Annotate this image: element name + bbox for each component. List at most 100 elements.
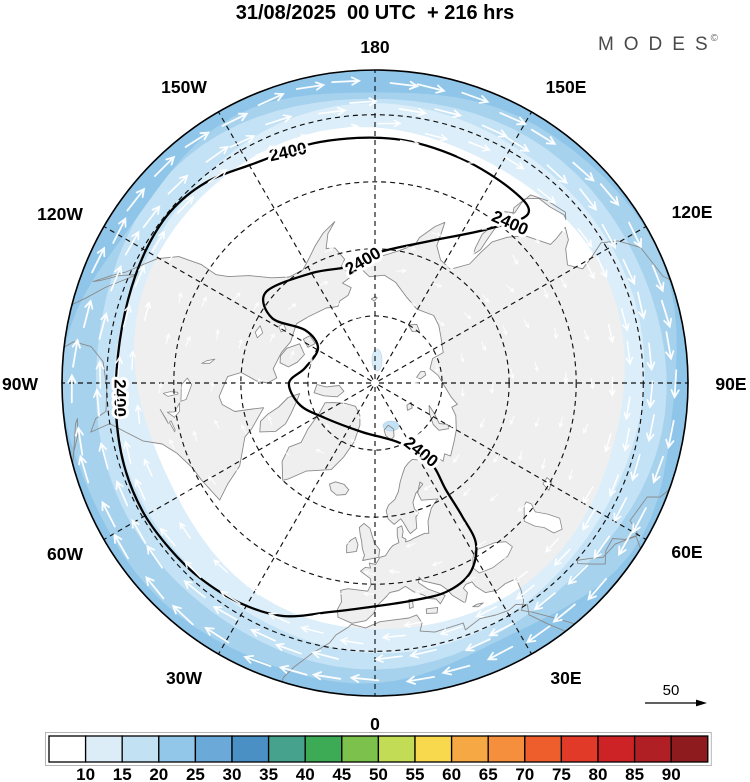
meridian-line-240 bbox=[103, 226, 372, 382]
weak-wind-arrow bbox=[533, 233, 540, 245]
landmass-severnaya bbox=[416, 371, 426, 379]
weak-wind-arrow bbox=[400, 403, 407, 412]
wind-arrow bbox=[110, 264, 123, 292]
wind-arrow bbox=[601, 223, 616, 250]
wind-arrow bbox=[499, 112, 527, 126]
weak-wind-arrow bbox=[234, 379, 240, 391]
landmass-baffin bbox=[259, 393, 300, 432]
weak-wind-arrow bbox=[372, 291, 382, 296]
weak-wind-arrow bbox=[476, 224, 488, 230]
wind-arrow bbox=[123, 440, 132, 465]
coastline-greenland bbox=[281, 402, 361, 481]
coastline-crete bbox=[472, 602, 484, 608]
wind-arrow bbox=[207, 168, 228, 184]
wind-arrow bbox=[113, 533, 129, 560]
wind-arrow bbox=[83, 299, 94, 328]
wind-arrow bbox=[628, 221, 642, 249]
colorbar-cell bbox=[450, 735, 489, 763]
wind-arrow bbox=[512, 570, 528, 584]
wind-arrow bbox=[196, 203, 211, 219]
lon-label-30W: 30W bbox=[166, 668, 202, 688]
wind-arrow bbox=[464, 638, 491, 652]
weak-wind-arrow bbox=[495, 203, 505, 212]
weak-wind-arrow bbox=[431, 232, 442, 237]
weak-wind-arrow bbox=[405, 542, 416, 548]
wind-arrow bbox=[171, 604, 194, 626]
weak-wind-arrow bbox=[358, 416, 368, 421]
coastline-eurasia bbox=[337, 221, 688, 629]
weak-wind-arrow bbox=[214, 419, 220, 430]
weak-wind-arrow bbox=[423, 484, 433, 491]
wind-arrow bbox=[625, 341, 634, 366]
weak-wind-arrow bbox=[460, 387, 465, 398]
wind-arrow bbox=[439, 625, 463, 636]
weak-wind-arrow bbox=[456, 522, 466, 530]
coastline-wrangel bbox=[370, 296, 378, 302]
coastline-great-britain bbox=[358, 522, 381, 561]
colorbar-frame bbox=[45, 732, 712, 766]
colorbar-cell bbox=[84, 735, 123, 763]
wind-arrow bbox=[577, 228, 593, 248]
weak-wind-arrow bbox=[432, 282, 443, 288]
weak-wind-arrow bbox=[269, 541, 279, 550]
weak-wind-arrow bbox=[309, 176, 321, 182]
coastline-severnaya bbox=[416, 371, 427, 380]
coastline-svalbard bbox=[383, 424, 395, 441]
interior-wind-arrows bbox=[158, 165, 595, 597]
weak-wind-arrow bbox=[414, 377, 419, 387]
weak-wind-arrow bbox=[241, 424, 247, 434]
wind-arrow bbox=[424, 132, 449, 142]
weak-wind-arrow bbox=[289, 350, 295, 360]
lake-lake-erie bbox=[159, 409, 169, 424]
wind-arrow bbox=[403, 621, 424, 628]
wind-arrow bbox=[134, 264, 146, 288]
colorbar-tick-label: 90 bbox=[662, 765, 681, 782]
weak-wind-arrow bbox=[236, 468, 243, 479]
weak-wind-arrow bbox=[411, 166, 422, 173]
wind-arrow bbox=[335, 123, 360, 132]
wind-arrow bbox=[142, 205, 161, 229]
contour-label: 2400 bbox=[111, 379, 130, 417]
wind-arrow bbox=[115, 355, 123, 380]
wind-arrow bbox=[274, 642, 302, 655]
weak-wind-arrow bbox=[266, 195, 278, 201]
weak-wind-arrow bbox=[349, 438, 359, 444]
weak-wind-arrow bbox=[448, 422, 454, 432]
wind-arrow bbox=[544, 538, 560, 553]
weak-wind-arrow bbox=[235, 506, 243, 517]
coastline-sicily bbox=[425, 606, 439, 614]
colorbar-cell bbox=[633, 735, 672, 763]
wind-arrow bbox=[553, 548, 571, 567]
weak-wind-arrow bbox=[309, 393, 314, 403]
meridian-line-60 bbox=[378, 384, 647, 540]
meridian-line-210 bbox=[218, 111, 374, 380]
weak-wind-arrow bbox=[185, 485, 193, 495]
wind-arrow bbox=[286, 134, 310, 145]
weak-wind-arrow bbox=[434, 363, 439, 374]
wind-arrow bbox=[176, 196, 195, 214]
wind-arrow bbox=[71, 338, 81, 368]
landmass-ireland bbox=[346, 537, 358, 553]
colorbar-cell bbox=[597, 735, 636, 763]
wind-arrow bbox=[115, 480, 129, 507]
weak-wind-arrow bbox=[301, 529, 313, 534]
wind-arrow bbox=[124, 230, 140, 256]
colorbar-tick-label: 45 bbox=[332, 765, 351, 782]
weak-wind-arrow bbox=[318, 281, 329, 286]
wind-arrow bbox=[213, 559, 229, 574]
wind-arrow bbox=[112, 392, 121, 418]
wind-arrow bbox=[486, 645, 514, 661]
weak-wind-arrow bbox=[538, 518, 548, 527]
wind-arrow bbox=[468, 141, 491, 152]
weak-wind-arrow bbox=[331, 590, 343, 596]
wind-arrow bbox=[253, 589, 272, 600]
wind-arrow bbox=[331, 76, 362, 86]
weak-wind-arrow bbox=[391, 321, 401, 326]
wind-arrow bbox=[609, 376, 616, 397]
latitude-circle-45 bbox=[173, 181, 577, 585]
coastline-north-america bbox=[62, 221, 353, 501]
weak-wind-arrow bbox=[177, 291, 183, 304]
weak-wind-arrow bbox=[388, 569, 401, 574]
